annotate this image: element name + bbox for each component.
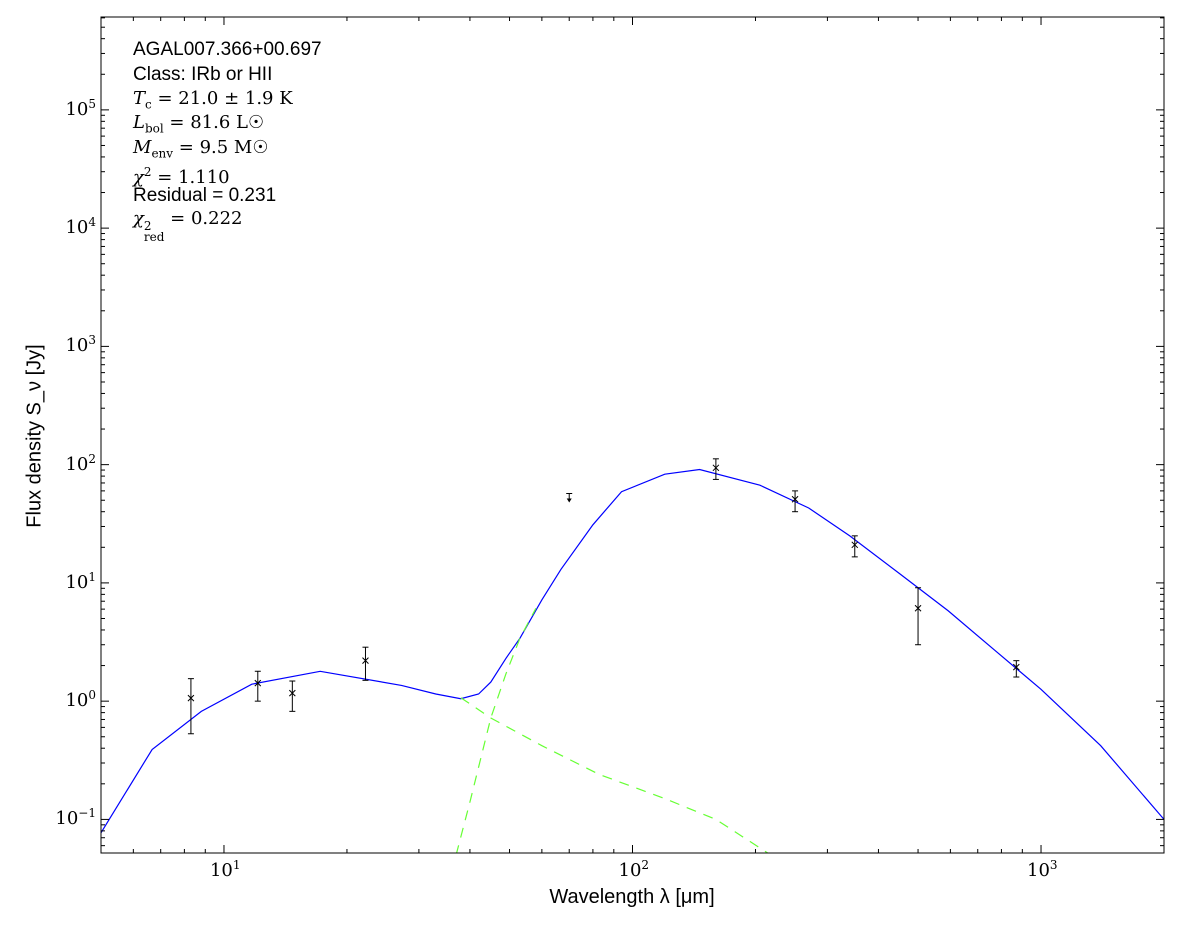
x-tick-label: 102 xyxy=(618,858,650,881)
x-axis-label: Wavelength λ [μm] xyxy=(549,886,715,908)
data-point xyxy=(187,694,195,702)
chi2-label: χ2 = 1.110 xyxy=(133,165,230,188)
data-point xyxy=(914,604,922,612)
chi2red-label: χ 2 red = 0.222 xyxy=(133,208,243,244)
y-tick-label: 10−1 xyxy=(55,806,96,830)
data-point xyxy=(712,464,720,472)
y-tick-label: 105 xyxy=(65,96,96,120)
model-component-line-2 xyxy=(456,608,537,853)
data-point xyxy=(1012,663,1020,671)
source-name: AGAL007.366+00.697 xyxy=(133,39,322,60)
data-point xyxy=(362,657,369,665)
data-point xyxy=(288,689,296,697)
tc-label: Tc = 21.0 ± 1.9 K xyxy=(133,88,293,112)
y-axis-label: Flux density S_ν [Jy] xyxy=(23,344,46,528)
data-point xyxy=(254,679,262,687)
source-class: Class: IRb or HII xyxy=(133,64,273,85)
y-tick-label: 104 xyxy=(65,215,96,239)
y-tick-label: 100 xyxy=(65,688,96,712)
x-tick-label: 103 xyxy=(1027,858,1058,881)
y-tick-label: 102 xyxy=(65,451,96,475)
data-point xyxy=(851,541,859,549)
x-tick-label: 101 xyxy=(209,858,241,881)
y-tick-label: 101 xyxy=(65,569,96,593)
lbol-label: Lbol = 81.6 L☉ xyxy=(133,112,265,136)
residual-label: Residual = 0.231 xyxy=(133,185,277,206)
menv-label: Menv = 9.5 M☉ xyxy=(133,137,269,161)
upper-limit-arrow xyxy=(566,498,572,503)
model-component-line-1 xyxy=(460,697,769,853)
model-total-line xyxy=(101,468,1164,834)
y-tick-label: 103 xyxy=(65,333,96,357)
data-point xyxy=(791,495,799,503)
